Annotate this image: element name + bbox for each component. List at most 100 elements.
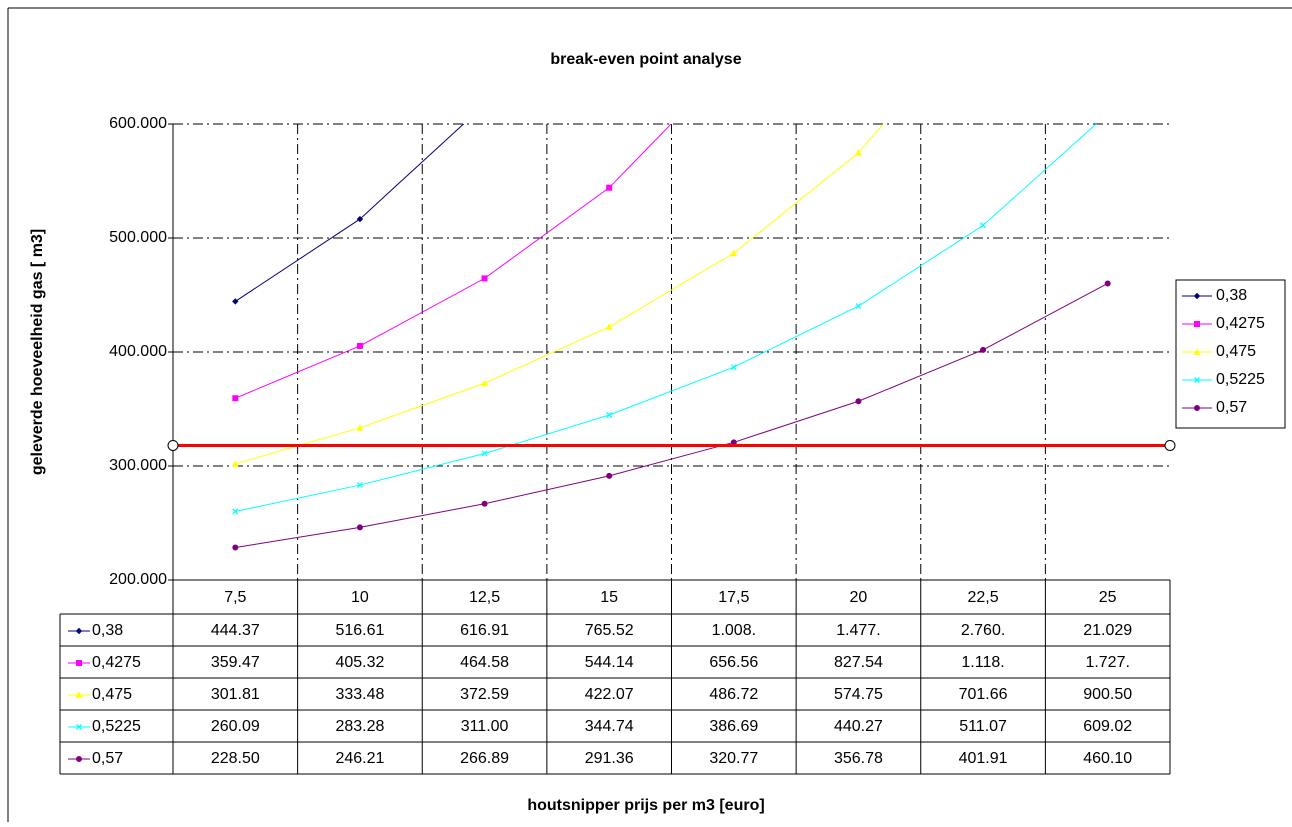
- table-cell: 320.77: [709, 750, 758, 767]
- y-axis-label: geleverde hoeveelheid gas [ m3]: [29, 229, 46, 475]
- chart-title: break-even point analyse: [550, 51, 741, 68]
- marker: [605, 323, 613, 330]
- y-tick-label: 300.000: [109, 457, 167, 474]
- table-cell: 283.28: [335, 718, 384, 735]
- y-tick-label: 600.000: [109, 115, 167, 132]
- marker: [481, 450, 488, 457]
- table-cell: 266.89: [460, 750, 509, 767]
- marker: [980, 222, 987, 229]
- table-cell: 333.48: [335, 686, 384, 703]
- reference-handle: [1164, 439, 1176, 451]
- series-line: [235, 124, 884, 465]
- marker: [855, 398, 862, 405]
- marker: [232, 395, 239, 402]
- x-tick-label: 12,5: [469, 589, 500, 606]
- table-cell: 401.91: [959, 750, 1008, 767]
- series-line: [235, 124, 465, 302]
- marker: [481, 379, 488, 387]
- marker: [356, 424, 364, 431]
- marker: [606, 472, 613, 479]
- table-cell: 311.00: [461, 718, 509, 735]
- table-cell: 460.10: [1083, 750, 1132, 767]
- marker: [606, 184, 613, 191]
- marker: [76, 756, 82, 762]
- marker: [1193, 292, 1201, 300]
- table-cell: 422.07: [585, 686, 634, 703]
- marker: [855, 149, 862, 156]
- table-cell: 544.14: [585, 654, 634, 671]
- marker: [232, 508, 239, 515]
- table-cell: 609.02: [1083, 718, 1132, 735]
- marker: [75, 627, 83, 635]
- legend-label: 0,5225: [1216, 371, 1265, 388]
- reference: [167, 439, 1176, 451]
- table-cell: 765.52: [585, 622, 634, 639]
- table-cell: 372.59: [460, 686, 509, 703]
- x-tick-label: 22,5: [967, 589, 998, 606]
- y-tick-label: 200.000: [109, 571, 167, 588]
- marker: [75, 691, 83, 698]
- series-line: [235, 124, 1097, 512]
- table-cell: 444.37: [211, 622, 260, 639]
- marker: [730, 364, 737, 371]
- table-cell: 827.54: [834, 654, 883, 671]
- marker: [76, 660, 82, 666]
- reference-handle: [167, 439, 179, 451]
- table-cell: 1.008.: [712, 622, 756, 639]
- table-cell: 228.50: [211, 750, 260, 767]
- legend-label: 0,57: [1216, 399, 1247, 416]
- marker: [356, 482, 363, 489]
- table-cell: 246.21: [335, 750, 384, 767]
- marker: [232, 460, 239, 467]
- marker: [730, 249, 738, 257]
- table-series-name: 0,5225: [92, 718, 141, 735]
- marker: [481, 500, 488, 507]
- marker: [232, 544, 239, 551]
- marker: [1194, 321, 1200, 327]
- table-cell: 1.477.: [836, 622, 880, 639]
- marker: [1194, 405, 1200, 411]
- x-tick-label: 17,5: [718, 589, 749, 606]
- legend-label: 0,4275: [1216, 315, 1265, 332]
- plot-area: [232, 124, 1111, 551]
- marker: [356, 215, 364, 223]
- grid: 200.000 300.000 400.000 500.000 600.000: [109, 115, 1170, 588]
- legend-label: 0,38: [1216, 287, 1247, 304]
- legend-box: [1175, 279, 1286, 429]
- table-cell: 2.760.: [961, 622, 1005, 639]
- table-series-name: 0,475: [92, 686, 132, 703]
- table-cell: 21.029: [1083, 622, 1132, 639]
- marker: [1194, 377, 1200, 383]
- x-tick-label: 20: [850, 589, 868, 606]
- x-tick-label: 7,5: [224, 589, 246, 606]
- x-tick-label: 15: [600, 589, 618, 606]
- table-cell: 359.47: [211, 654, 260, 671]
- table-cell: 260.09: [211, 718, 260, 735]
- table-cell: 574.75: [834, 686, 883, 703]
- table-cell: 405.32: [335, 654, 384, 671]
- table-series-name: 0,4275: [92, 654, 141, 671]
- table-cell: 1.727.: [1085, 654, 1129, 671]
- table-series-name: 0,38: [92, 622, 123, 639]
- x-tick-label: 10: [351, 589, 369, 606]
- table-cell: 900.50: [1083, 686, 1132, 703]
- table-cell: 701.66: [959, 686, 1008, 703]
- table-cell: 440.27: [834, 718, 883, 735]
- y-tick-label: 500.000: [109, 229, 167, 246]
- table-cell: 616.91: [460, 622, 509, 639]
- table-cell: 656.56: [709, 654, 758, 671]
- x-axis-label: houtsnipper prijs per m3 [euro]: [527, 797, 764, 814]
- marker: [606, 412, 613, 418]
- y-tick-label: 400.000: [109, 343, 167, 360]
- marker: [76, 724, 82, 730]
- marker: [855, 303, 862, 310]
- legend-label: 0,475: [1216, 343, 1256, 360]
- marker: [356, 524, 363, 531]
- table-cell: 356.78: [834, 750, 883, 767]
- table-cell: 464.58: [460, 654, 509, 671]
- table-cell: 301.81: [211, 686, 260, 703]
- marker: [232, 298, 239, 305]
